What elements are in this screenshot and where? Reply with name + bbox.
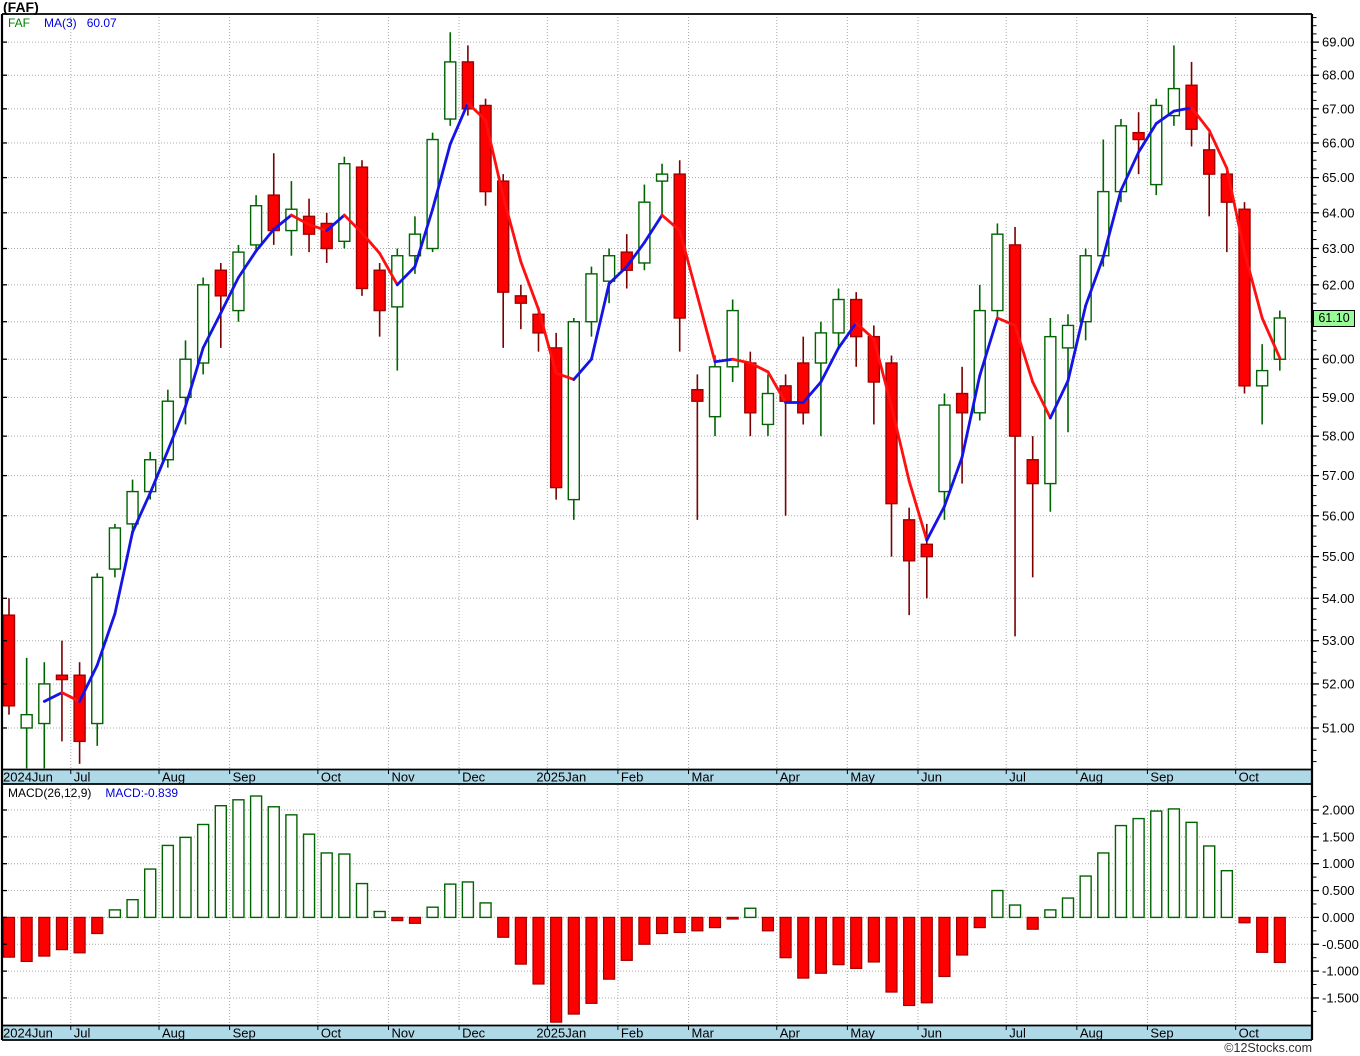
legend-ma-value: 60.07	[86, 16, 117, 30]
candles-layer	[2, 32, 1287, 769]
svg-text:59.00: 59.00	[1322, 390, 1355, 405]
svg-text:Jul: Jul	[1009, 770, 1026, 785]
svg-text:Apr: Apr	[780, 770, 801, 785]
legend-ma-label: MA(3)	[44, 16, 77, 30]
svg-text:Aug: Aug	[1080, 1026, 1103, 1041]
svg-text:Apr: Apr	[780, 1026, 801, 1041]
svg-text:60.00: 60.00	[1322, 352, 1355, 367]
svg-text:2025Jan: 2025Jan	[536, 770, 586, 785]
last-price-badge: 61.10	[1313, 310, 1355, 327]
svg-text:Oct: Oct	[1239, 1026, 1260, 1041]
axis-labels-layer: 51.00 52.00 53.00 54.00 55.00 56.00 57.00 58.00…	[1322, 35, 1359, 1006]
svg-text:66.00: 66.00	[1322, 135, 1355, 150]
svg-text:53.00: 53.00	[1322, 633, 1355, 648]
svg-text:57.00: 57.00	[1322, 468, 1355, 483]
svg-text:Nov: Nov	[391, 1026, 415, 1041]
svg-text:May: May	[850, 1026, 875, 1041]
svg-text:May: May	[850, 770, 875, 785]
svg-text:Aug: Aug	[162, 1026, 185, 1041]
svg-text:Sep: Sep	[1150, 770, 1173, 785]
svg-text:1.500: 1.500	[1322, 829, 1355, 844]
svg-text:0.500: 0.500	[1322, 883, 1355, 898]
svg-text:Dec: Dec	[462, 770, 486, 785]
svg-text:Feb: Feb	[621, 1026, 643, 1041]
svg-text:62.00: 62.00	[1322, 277, 1355, 292]
svg-text:55.00: 55.00	[1322, 549, 1355, 564]
legend-symbol: FAF	[8, 16, 31, 30]
svg-text:69.00: 69.00	[1322, 35, 1355, 50]
plot-borders-layer	[0, 13, 1314, 1041]
main-chart-legend: FAF MA(3) 60.07	[8, 16, 117, 30]
svg-text:Mar: Mar	[692, 1026, 715, 1041]
svg-text:Sep: Sep	[233, 770, 256, 785]
svg-text:68.00: 68.00	[1322, 68, 1355, 83]
gridlines-layer	[2, 14, 1312, 1025]
svg-text:-1.500: -1.500	[1322, 990, 1359, 1005]
svg-text:58.00: 58.00	[1322, 429, 1355, 444]
band-months-bottom	[2, 1026, 1312, 1040]
watermark: ©12Stocks.com	[1224, 1041, 1312, 1055]
svg-text:Jul: Jul	[74, 1026, 91, 1041]
svg-text:65.00: 65.00	[1322, 170, 1355, 185]
svg-text:2025Jan: 2025Jan	[536, 1026, 586, 1041]
macd-legend-name: MACD(26,12,9)	[8, 786, 92, 800]
svg-text:Jul: Jul	[74, 770, 91, 785]
svg-text:Jul: Jul	[1009, 1026, 1026, 1041]
macd-legend-value: MACD:-0.839	[105, 786, 179, 800]
svg-text:67.00: 67.00	[1322, 101, 1355, 116]
svg-text:2024Jun: 2024Jun	[3, 1026, 53, 1041]
macd-bars-layer	[2, 795, 1286, 1023]
ma-line-layer	[42, 101, 1282, 703]
svg-text:Jun: Jun	[921, 1026, 942, 1041]
axis-bands-layer: 2024Jun Jul Aug Sep Oct Nov Dec 2025Jan Feb Mar Ap…	[2, 770, 1312, 1041]
svg-text:Feb: Feb	[621, 770, 643, 785]
svg-text:Jun: Jun	[921, 770, 942, 785]
svg-text:56.00: 56.00	[1322, 508, 1355, 523]
page-title: (FAF)	[3, 0, 39, 15]
svg-text:Sep: Sep	[1150, 1026, 1173, 1041]
svg-text:63.00: 63.00	[1322, 241, 1355, 256]
svg-text:54.00: 54.00	[1322, 591, 1355, 606]
svg-text:0.000: 0.000	[1322, 910, 1355, 925]
svg-text:Nov: Nov	[391, 770, 415, 785]
svg-text:Mar: Mar	[692, 770, 715, 785]
svg-text:64.00: 64.00	[1322, 205, 1355, 220]
svg-text:2.000: 2.000	[1322, 803, 1355, 818]
svg-text:Aug: Aug	[162, 770, 185, 785]
svg-text:Oct: Oct	[321, 770, 342, 785]
svg-text:1.000: 1.000	[1322, 856, 1355, 871]
svg-text:2024Jun: 2024Jun	[3, 770, 53, 785]
svg-text:Sep: Sep	[233, 1026, 256, 1041]
svg-text:-1.000: -1.000	[1322, 964, 1359, 979]
svg-text:Oct: Oct	[321, 1026, 342, 1041]
svg-text:Dec: Dec	[462, 1026, 486, 1041]
svg-text:Aug: Aug	[1080, 770, 1103, 785]
svg-text:Oct: Oct	[1239, 770, 1260, 785]
svg-text:51.00: 51.00	[1322, 720, 1355, 735]
band-months-middle	[2, 770, 1312, 784]
macd-legend: MACD(26,12,9) MACD:-0.839	[8, 786, 178, 800]
svg-text:52.00: 52.00	[1322, 676, 1355, 691]
svg-text:-0.500: -0.500	[1322, 937, 1359, 952]
